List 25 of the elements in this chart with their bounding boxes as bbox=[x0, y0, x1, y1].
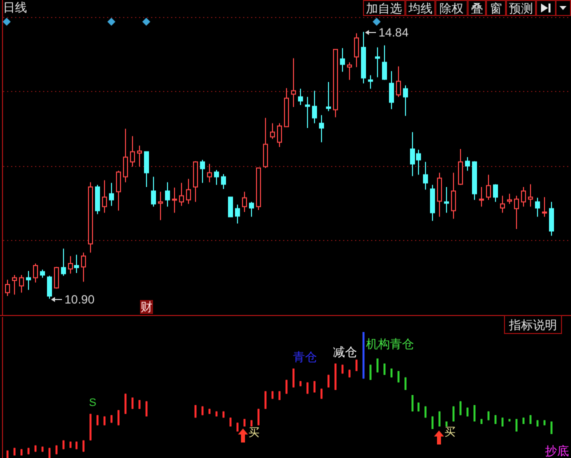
annotation: 买 bbox=[248, 427, 260, 439]
annotation: 指标说明 bbox=[508, 318, 557, 332]
annotation: 青仓 bbox=[293, 350, 317, 364]
annotation: 抄底 bbox=[545, 444, 569, 458]
annotation: S bbox=[89, 397, 96, 409]
annotation: 除权 bbox=[440, 2, 464, 16]
annotation: 加自选 bbox=[366, 2, 402, 16]
annotation: 减仓 bbox=[333, 345, 357, 359]
annotation: 10.90 bbox=[64, 292, 95, 306]
annotation: 14.84 bbox=[378, 26, 409, 40]
button: 叠 bbox=[468, 0, 486, 16]
annotation: 叠 bbox=[470, 2, 483, 16]
button: 预测 bbox=[506, 0, 536, 16]
annotation: 预测 bbox=[509, 2, 533, 16]
annotation: 均线 bbox=[407, 2, 432, 16]
button: 窗 bbox=[486, 0, 506, 16]
button: 均线 bbox=[405, 0, 436, 16]
button: 指标说明 bbox=[504, 315, 562, 334]
annotation: 买 bbox=[444, 426, 456, 438]
annotation: 机构青仓 bbox=[366, 337, 414, 351]
annotation: 窗 bbox=[490, 2, 502, 16]
chart-title: 日线 bbox=[3, 0, 27, 14]
button: 加自选 bbox=[363, 0, 406, 16]
badge: 财 bbox=[140, 300, 153, 314]
button: 除权 bbox=[435, 0, 468, 16]
